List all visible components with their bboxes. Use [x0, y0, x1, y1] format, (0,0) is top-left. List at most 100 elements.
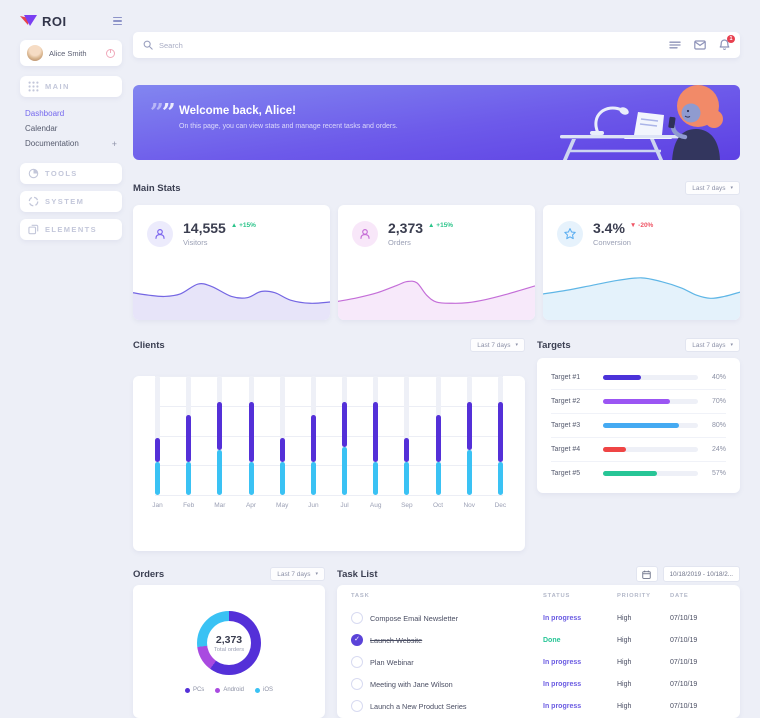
bar-segment [404, 461, 410, 495]
bar-segment [248, 402, 254, 462]
bar-track [279, 376, 285, 495]
avatar [27, 45, 43, 61]
bar-column-nov[interactable]: Nov [463, 376, 475, 509]
task-priority: High [617, 636, 632, 644]
task-row[interactable]: ✓ Launch Website Done High 07/10/19 [337, 629, 740, 651]
user-icon [352, 221, 378, 247]
task-priority: High [617, 680, 632, 688]
bar-track [404, 376, 410, 495]
target-label: Target #2 [551, 398, 581, 405]
bar-segment [435, 461, 441, 495]
expand-plus-icon[interactable]: + [111, 138, 117, 149]
bar-column-jan[interactable]: Jan [152, 376, 163, 509]
sidebar-menu-icon[interactable] [113, 16, 122, 26]
task-status: In progress [543, 614, 582, 622]
task-checkbox-checked[interactable]: ✓ [351, 634, 363, 646]
bar-column-dec[interactable]: Dec [495, 376, 506, 509]
bar-segment [404, 437, 410, 462]
bar-column-jul[interactable]: Jul [340, 376, 349, 509]
sidebar-group-elements[interactable]: ELEMENTS [20, 219, 122, 240]
section-title: Targets [537, 339, 571, 351]
legend-label: iOS [263, 687, 274, 693]
bell-icon[interactable]: 1 [719, 35, 735, 51]
orders-header: Orders Last 7 days ▾ [133, 567, 325, 581]
bar-column-feb[interactable]: Feb [183, 376, 194, 509]
task-priority: High [617, 614, 632, 622]
stats-row: 14,555 ▲ +15% Visitors 2,373 ▲ +15% [133, 205, 740, 320]
date-range-input[interactable]: 10/18/2019 - 10/18/2... [662, 566, 740, 582]
mail-icon[interactable] [694, 40, 706, 50]
bar-column-mar[interactable]: Mar [214, 376, 225, 509]
search-input[interactable] [159, 40, 359, 50]
bar-column-oct[interactable]: Oct [433, 376, 443, 509]
sidebar-group-label: TOOLS [45, 169, 78, 178]
orders-filter[interactable]: Last 7 days ▾ [270, 567, 325, 581]
bar-column-aug[interactable]: Aug [370, 376, 381, 509]
legend-item-pcs[interactable]: PCs [184, 687, 205, 693]
target-row: Target #4 24% [551, 437, 726, 461]
legend-item-android[interactable]: Android [215, 687, 244, 693]
task-row[interactable]: Plan Webinar In progress High 07/10/19 [337, 651, 740, 673]
stat-value: 14,555 [183, 220, 226, 236]
list-icon[interactable] [669, 40, 681, 50]
targets-filter[interactable]: Last 7 days ▾ [685, 338, 740, 352]
task-row[interactable]: Launch a New Product Series In progress Hi… [337, 695, 740, 717]
sidebar-item-dashboard[interactable]: Dashboard [25, 106, 117, 121]
donut-total-value: 2,373 [215, 633, 243, 646]
sidebar-item-calendar[interactable]: Calendar [25, 121, 117, 136]
sidebar-item-label: Documentation [25, 139, 79, 148]
bar-column-apr[interactable]: Apr [246, 376, 256, 509]
banner-subtitle: On this page, you can view stats and man… [179, 123, 398, 130]
task-priority: High [617, 658, 632, 666]
section-title: Task List [337, 568, 378, 580]
sidebar-group-label: SYSTEM [45, 197, 85, 206]
task-row[interactable]: Compose Email Newsletter In progress High 0… [337, 607, 740, 629]
sidebar-group-system[interactable]: SYSTEM [20, 191, 122, 212]
target-progress-bar[interactable] [603, 423, 698, 428]
task-row[interactable]: Meeting with Jane Wilson In progress High 0… [337, 673, 740, 695]
profile-name: Alice Smith [49, 48, 87, 58]
main-content: 1 ”” Welcome back, Alice! On this page, … [133, 0, 740, 718]
target-label: Target #4 [551, 446, 581, 453]
profile-card[interactable]: Alice Smith [20, 40, 122, 66]
task-checkbox[interactable] [351, 612, 363, 624]
bar-segment [186, 461, 192, 495]
logo-icon [20, 15, 37, 26]
sidebar-item-documentation[interactable]: Documentation + [25, 136, 117, 151]
bar-segment [435, 415, 441, 462]
stat-delta: ▲ +15% [428, 222, 454, 229]
clients-filter[interactable]: Last 7 days ▾ [470, 338, 525, 352]
gridline [155, 405, 503, 407]
logout-icon[interactable] [106, 48, 115, 58]
sidebar-group-main[interactable]: MAIN [20, 76, 122, 97]
legend-label: Android [223, 687, 244, 693]
task-checkbox[interactable] [351, 678, 363, 690]
target-progress-bar[interactable] [603, 374, 698, 380]
main-stats-filter[interactable]: Last 7 days ▾ [685, 181, 740, 195]
bar-segment [497, 402, 503, 462]
task-checkbox[interactable] [351, 700, 363, 712]
legend-item-ios[interactable]: iOS [255, 687, 273, 693]
bar-axis-label: Feb [183, 502, 195, 509]
bar-axis-label: Sep [401, 502, 413, 509]
bar-column-may[interactable]: May [276, 376, 288, 509]
bar-segment [186, 415, 192, 462]
target-progress-bar[interactable] [603, 447, 698, 452]
loader-icon [28, 196, 39, 207]
filter-label: Last 7 days [692, 184, 726, 192]
legend-dot [215, 687, 221, 693]
bar-column-jun[interactable]: Jun [308, 376, 319, 509]
target-progress-fill [603, 423, 679, 428]
layers-icon [28, 224, 39, 235]
calendar-button[interactable] [635, 566, 658, 582]
target-progress-bar[interactable] [603, 471, 698, 476]
bar-segment [217, 402, 223, 450]
sidebar-group-tools[interactable]: TOOLS [20, 163, 122, 184]
bar-column-sep[interactable]: Sep [401, 376, 413, 509]
task-checkbox[interactable] [351, 656, 363, 668]
legend-label: PCs [192, 687, 205, 693]
target-percent: 70% [711, 398, 726, 405]
bar-track [155, 376, 160, 495]
task-name: Meeting with Jane Wilson [370, 679, 453, 689]
target-progress-bar[interactable] [603, 399, 698, 404]
